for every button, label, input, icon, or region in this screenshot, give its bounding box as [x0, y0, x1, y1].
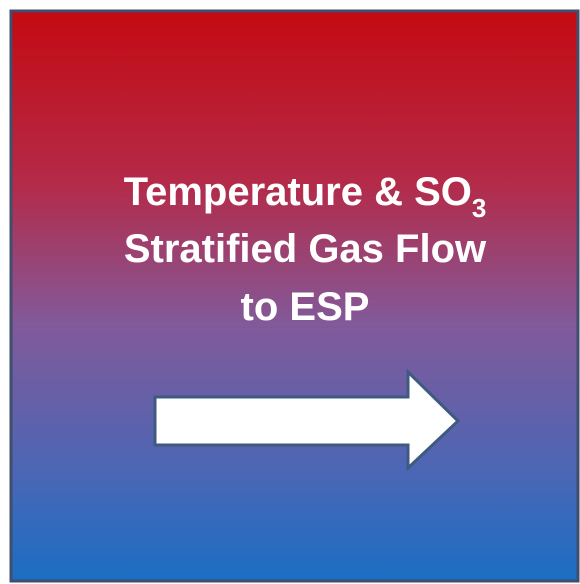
title-text: Temperature & SO — [124, 170, 472, 214]
flow-arrow — [153, 368, 461, 472]
panel — [9, 9, 580, 583]
subscript: 3 — [472, 193, 486, 223]
title-line: Temperature & SO3 — [124, 170, 487, 223]
title-line: to ESP — [241, 285, 370, 329]
title-line: Stratified Gas Flow — [124, 227, 487, 271]
